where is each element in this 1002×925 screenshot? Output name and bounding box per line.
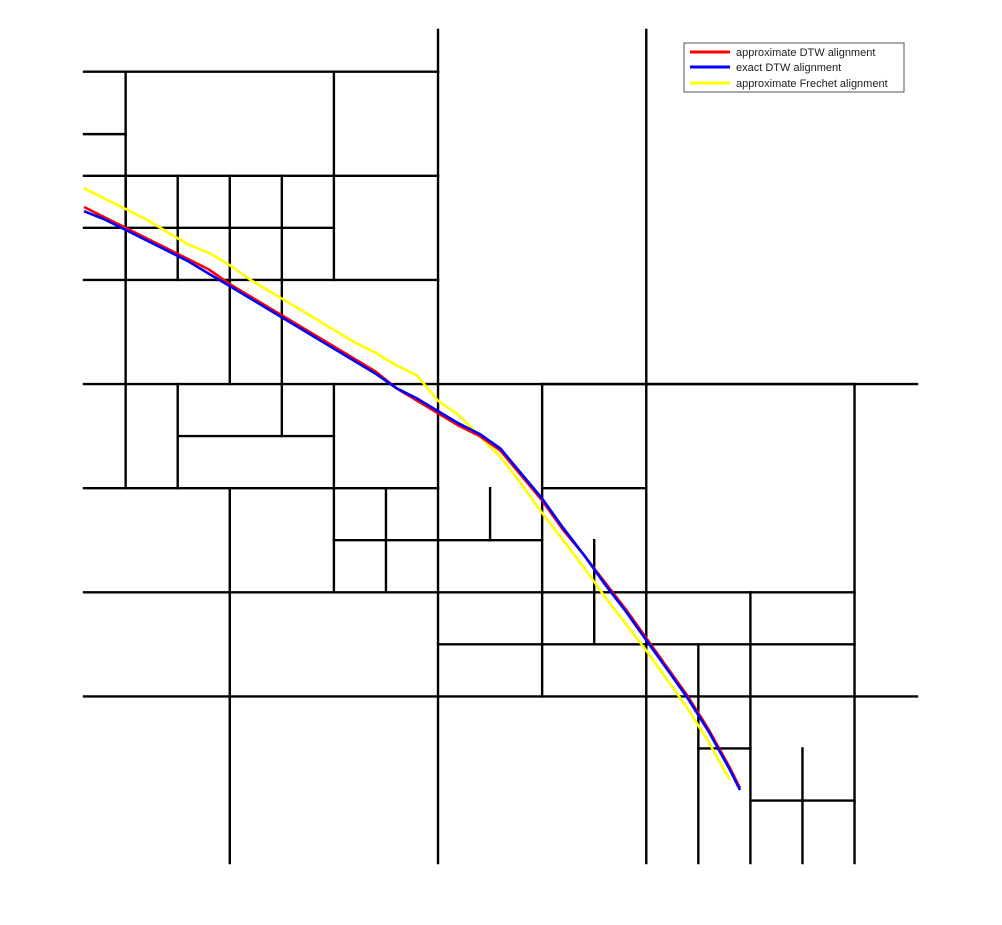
legend: approximate DTW alignment exact DTW alig… xyxy=(683,42,905,93)
alignment-series xyxy=(83,187,742,791)
legend-label-approximate-frechet: approximate Frechet alignment xyxy=(736,78,888,90)
legend-label-approximate-dtw: approximate DTW alignment xyxy=(736,47,875,59)
series-line-exact-dtw xyxy=(83,209,742,791)
series-line-approximate-dtw xyxy=(83,205,742,789)
partition-grid xyxy=(82,28,919,865)
legend-label-exact-dtw: exact DTW alignment xyxy=(736,62,841,74)
series-line-approximate-frechet xyxy=(83,187,731,781)
